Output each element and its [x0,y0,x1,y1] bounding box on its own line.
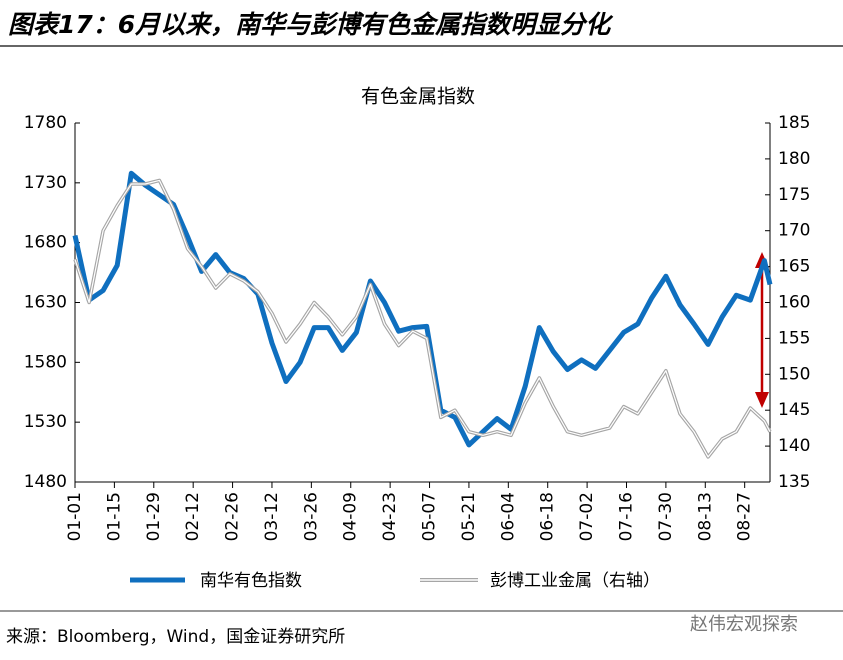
x-tick-label: 06-18 [538,492,558,541]
x-tick-label: 02-26 [223,492,243,541]
x-tick-label: 07-02 [577,492,597,541]
watermark: 赵伟宏观探索 [690,614,798,635]
y-tick-label: 1580 [24,352,67,372]
y-tick-label: 1680 [24,233,67,253]
x-tick-label: 04-23 [380,492,400,541]
x-tick-label: 03-12 [262,492,282,541]
legend-label: 彭博工业金属（右轴） [490,571,660,591]
y2-tick-label: 185 [778,113,810,133]
y-tick-label: 1730 [24,173,67,193]
series-line [72,170,773,448]
x-tick-label: 08-27 [735,492,755,541]
y2-tick-label: 165 [778,257,810,277]
y-tick-label: 1780 [24,113,67,133]
y-tick-label: 1530 [24,412,67,432]
x-tick-label: 06-04 [498,492,518,541]
y2-tick-label: 155 [778,328,810,348]
x-tick-label: 01-15 [104,492,124,541]
arrow-head [755,392,769,408]
series-line-inner [74,179,771,458]
y-tick-label: 1480 [24,472,67,492]
x-tick-label: 08-13 [695,492,715,541]
x-tick-label: 02-12 [183,492,203,541]
y2-tick-label: 150 [778,364,810,384]
x-tick-label: 01-29 [144,492,164,541]
y2-tick-label: 170 [778,221,810,241]
y2-tick-label: 145 [778,400,810,420]
x-tick-label: 01-01 [65,492,85,541]
y2-tick-label: 175 [778,185,810,205]
x-tick-label: 05-21 [459,492,479,541]
y2-tick-label: 180 [778,149,810,169]
source: 来源：Bloomberg，Wind，国金证券研究所 [6,627,345,647]
x-tick-label: 05-07 [420,492,440,541]
series-line [73,178,772,459]
y2-tick-label: 140 [778,436,810,456]
chart-title: 有色金属指数 [361,86,475,108]
x-tick-label: 07-30 [656,492,676,541]
header-title: 图表17：6月以来，南华与彭博有色金属指数明显分化 [8,10,614,39]
x-tick-label: 03-26 [301,492,321,541]
legend-label: 南华有色指数 [200,571,302,591]
y2-tick-label: 135 [778,472,810,492]
y-tick-label: 1630 [24,293,67,313]
y2-tick-label: 160 [778,293,810,313]
x-tick-label: 07-16 [616,492,636,541]
x-tick-label: 04-09 [341,492,361,541]
